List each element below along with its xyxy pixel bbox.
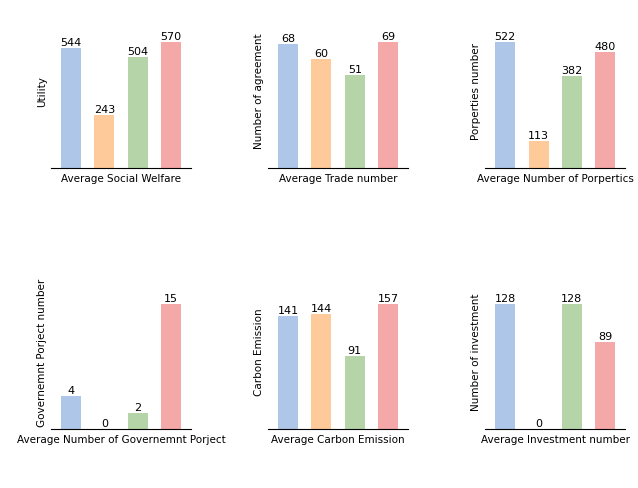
Bar	[278, 44, 298, 168]
Bar	[345, 356, 365, 429]
Text: 68: 68	[281, 34, 295, 44]
Text: 382: 382	[561, 66, 582, 76]
Bar	[562, 304, 582, 429]
Text: 570: 570	[161, 32, 182, 42]
Y-axis label: Porperties number: Porperties number	[471, 43, 481, 140]
Text: 544: 544	[61, 38, 82, 48]
Bar	[128, 413, 148, 429]
Bar	[595, 53, 615, 168]
X-axis label: Average Investment number: Average Investment number	[480, 435, 630, 445]
Bar	[378, 42, 398, 168]
Text: 144: 144	[311, 304, 332, 314]
Y-axis label: Number of agreement: Number of agreement	[254, 34, 264, 149]
X-axis label: Average Social Welfare: Average Social Welfare	[61, 174, 181, 184]
Text: 141: 141	[278, 306, 299, 316]
Text: 51: 51	[348, 65, 362, 75]
Bar	[495, 42, 516, 168]
Bar	[61, 396, 81, 429]
Text: 89: 89	[598, 332, 612, 342]
Y-axis label: Utility: Utility	[37, 76, 47, 107]
Text: 0: 0	[535, 420, 542, 429]
Bar	[128, 57, 148, 168]
Y-axis label: Carbon Emission: Carbon Emission	[254, 309, 264, 396]
Text: 0: 0	[101, 420, 108, 429]
Text: 2: 2	[134, 403, 141, 413]
X-axis label: Average Number of Porpertics: Average Number of Porpertics	[477, 174, 634, 184]
Bar	[311, 59, 332, 168]
Text: 128: 128	[561, 293, 582, 304]
Bar	[94, 115, 114, 168]
Bar	[278, 316, 298, 429]
Bar	[161, 304, 181, 429]
Text: 60: 60	[315, 49, 329, 59]
Text: 4: 4	[68, 386, 75, 396]
Text: 69: 69	[381, 32, 395, 42]
Bar	[311, 314, 332, 429]
Y-axis label: Governemnt Porject number: Governemnt Porject number	[37, 279, 47, 427]
Bar	[378, 304, 398, 429]
Bar	[528, 141, 549, 168]
Text: 128: 128	[494, 293, 516, 304]
Text: 243: 243	[94, 104, 115, 115]
Text: 522: 522	[494, 32, 516, 42]
X-axis label: Average Number of Governemnt Porject: Average Number of Governemnt Porject	[17, 435, 225, 445]
X-axis label: Average Carbon Emission: Average Carbon Emission	[271, 435, 405, 445]
Text: 504: 504	[127, 47, 148, 57]
Text: 480: 480	[595, 42, 616, 53]
Bar	[161, 42, 181, 168]
Bar	[595, 342, 615, 429]
Y-axis label: Number of investment: Number of investment	[471, 294, 481, 411]
Bar	[61, 48, 81, 168]
Text: 113: 113	[528, 131, 549, 141]
Bar	[495, 304, 516, 429]
Bar	[345, 75, 365, 168]
Text: 157: 157	[378, 293, 399, 304]
Text: 15: 15	[164, 293, 178, 304]
X-axis label: Average Trade number: Average Trade number	[279, 174, 397, 184]
Bar	[562, 76, 582, 168]
Text: 91: 91	[348, 346, 362, 356]
